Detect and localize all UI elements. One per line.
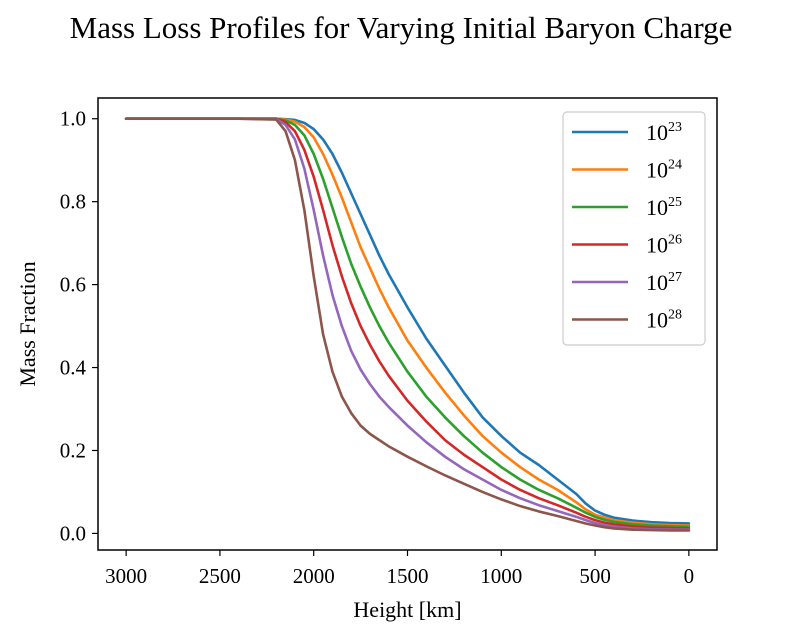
legend-exponent: 25 — [668, 195, 682, 210]
series-line-10-24 — [124, 117, 691, 527]
x-axis-ticks: 3000 2500 2000 1500 1000 500 0 — [105, 550, 694, 588]
legend-exponent: 23 — [668, 120, 682, 135]
series-line-10-23 — [124, 117, 691, 525]
series-line-10-28 — [124, 117, 691, 532]
y-tick-label: 0.6 — [60, 273, 86, 297]
x-tick-label: 2500 — [199, 564, 241, 588]
x-tick-label: 3000 — [105, 564, 147, 588]
series-layer — [124, 117, 691, 532]
y-tick-label: 0.8 — [60, 190, 86, 214]
y-tick-label: 0.2 — [60, 438, 86, 462]
legend-exponent: 26 — [668, 233, 682, 248]
x-tick-label: 0 — [684, 564, 695, 588]
legend-exponent: 28 — [668, 308, 682, 323]
chart-title: Mass Loss Profiles for Varying Initial B… — [69, 10, 733, 45]
x-tick-label: 1500 — [387, 564, 429, 588]
legend-exponent: 24 — [668, 158, 682, 173]
x-tick-label: 500 — [579, 564, 611, 588]
legend-label: 1025 — [646, 195, 682, 220]
x-tick-label: 1000 — [480, 564, 522, 588]
legend-box — [562, 111, 706, 346]
series-line-10-27 — [124, 117, 691, 531]
y-axis-label: Mass Fraction — [15, 261, 40, 386]
y-tick-label: 1.0 — [60, 107, 86, 131]
legend-label: 1026 — [646, 233, 682, 258]
series-line-10-25 — [124, 117, 691, 529]
x-axis-label: Height [km] — [353, 597, 461, 622]
legend-exponent: 27 — [668, 270, 682, 285]
series-line-10-26 — [124, 117, 691, 530]
y-tick-label: 0.0 — [60, 521, 86, 545]
y-axis-ticks: 0.0 0.2 0.4 0.6 0.8 1.0 — [60, 107, 98, 545]
x-tick-label: 2000 — [293, 564, 335, 588]
y-tick-label: 0.4 — [60, 356, 87, 380]
